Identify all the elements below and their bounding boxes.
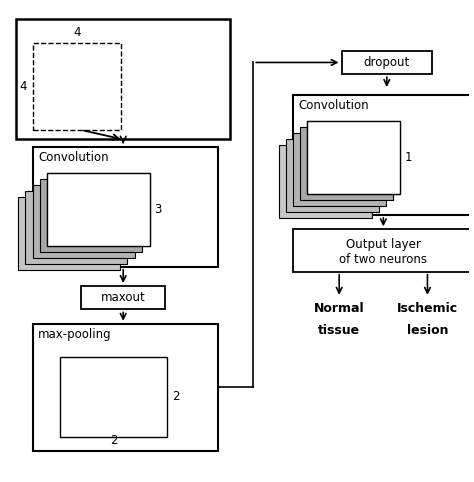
Bar (33, 185, 135, 258)
Text: 4: 4 (73, 26, 81, 39)
Bar (16, 19, 230, 139)
Text: 1: 1 (349, 198, 357, 211)
Text: lesion: lesion (407, 324, 448, 336)
Text: dropout: dropout (364, 56, 410, 69)
Text: 2: 2 (110, 434, 118, 447)
Text: Convolution: Convolution (38, 151, 109, 164)
Bar (341, 51, 432, 74)
Bar (307, 120, 400, 194)
Bar (25, 191, 128, 264)
Bar (286, 139, 379, 212)
Text: of two neurons: of two neurons (339, 254, 428, 266)
Bar (33, 147, 219, 267)
Text: tissue: tissue (318, 324, 360, 336)
Bar (61, 357, 167, 437)
Text: Output layer: Output layer (346, 238, 421, 251)
Bar (18, 197, 120, 270)
Bar (279, 145, 372, 218)
Bar (33, 324, 219, 451)
Bar (40, 179, 142, 252)
Text: 1: 1 (404, 151, 412, 164)
Text: max-pooling: max-pooling (38, 328, 112, 341)
Bar (47, 173, 150, 246)
Bar (300, 127, 392, 200)
Text: Convolution: Convolution (298, 99, 369, 112)
Text: Normal: Normal (314, 302, 365, 315)
Bar (33, 42, 121, 130)
Text: 4: 4 (19, 80, 27, 93)
Bar (293, 133, 386, 206)
Bar (307, 120, 400, 194)
Bar (293, 94, 474, 215)
Text: 3: 3 (155, 202, 162, 215)
Text: 3: 3 (95, 250, 102, 263)
Bar (82, 286, 165, 309)
Text: maxout: maxout (101, 291, 146, 304)
Text: 2: 2 (172, 390, 180, 403)
Bar (293, 229, 474, 272)
Bar (47, 173, 150, 246)
Text: Ischemic: Ischemic (397, 302, 458, 315)
